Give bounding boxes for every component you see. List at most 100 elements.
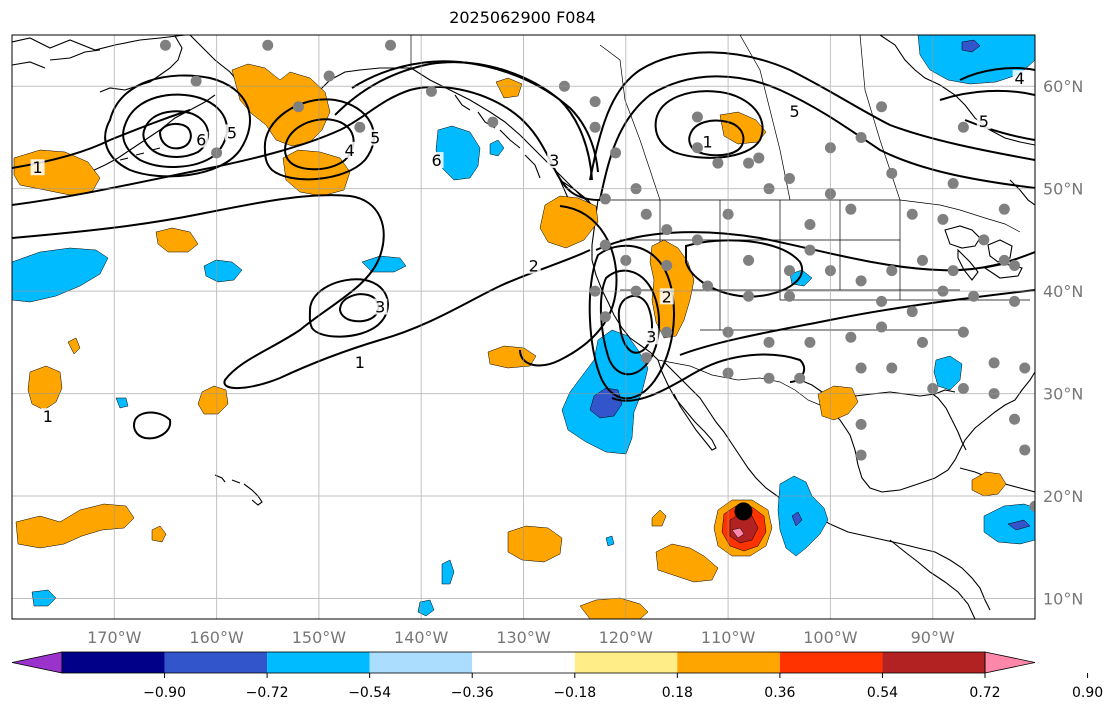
station-dot (998, 203, 1010, 215)
station-dot (978, 234, 990, 246)
station-dot (988, 357, 1000, 369)
station-dot (599, 311, 611, 323)
station-dot (886, 167, 898, 179)
contour-label: 6 (431, 151, 441, 170)
contour-label: 1 (703, 133, 713, 152)
station-dot (876, 321, 888, 333)
colorbar-swatch (472, 652, 575, 673)
station-dot (691, 111, 703, 123)
station-dot (1019, 362, 1031, 374)
station-dot (855, 131, 867, 143)
contour-label: 6 (196, 131, 206, 150)
colorbar-swatch (882, 652, 985, 673)
latitude-tick-labels: 60°N 50°N 40°N 30°N 20°N 10°N (1043, 77, 1083, 608)
station-dot (916, 254, 928, 266)
contour-label: 2 (529, 257, 539, 276)
lon-tick-label: 130°W (496, 628, 551, 647)
lat-tick-label: 30°N (1043, 385, 1083, 404)
station-dot (886, 362, 898, 374)
station-dot (876, 295, 888, 307)
station-dot (753, 152, 765, 164)
station-dot (845, 203, 857, 215)
station-dot (610, 147, 622, 159)
contour-label-bg (40, 408, 55, 425)
station-dot (947, 265, 959, 277)
station-dot (702, 280, 714, 292)
station-dot (794, 372, 806, 384)
contour-label: 3 (549, 151, 559, 170)
colorbar-tick-label: 0.18 (662, 685, 693, 701)
lon-tick-label: 100°W (803, 628, 858, 647)
contour-label: 5 (790, 102, 800, 121)
contour-label-bg (373, 298, 388, 315)
station-dot (804, 219, 816, 231)
lat-tick-label: 20°N (1043, 487, 1083, 506)
contour-label-bg (352, 353, 367, 370)
station-markers (159, 39, 1035, 512)
colorbar-tick-label: 0.54 (867, 685, 898, 701)
station-dot (916, 336, 928, 348)
lat-tick-label: 40°N (1043, 282, 1083, 301)
station-dot (599, 193, 611, 205)
anomaly-shading (12, 35, 1035, 619)
station-dot (190, 75, 202, 87)
colorbar-swatch (62, 652, 165, 673)
lon-tick-label: 120°W (599, 628, 654, 647)
station-dot (691, 234, 703, 246)
colorbar-swatch (574, 652, 678, 673)
colorbar-tick-label: −0.36 (451, 685, 494, 701)
station-dot (640, 208, 652, 220)
lon-tick-label: 150°W (292, 628, 347, 647)
lon-tick-label: 140°W (394, 628, 449, 647)
colorbar-extend-low (11, 651, 63, 674)
station-dot (599, 239, 611, 251)
station-dot (159, 39, 171, 51)
contour-label-bg (547, 152, 562, 169)
contour-label-bg (1012, 70, 1027, 87)
contour-label: 3 (375, 298, 385, 317)
contour-label: 3 (646, 327, 656, 346)
contour-label: 4 (344, 141, 354, 160)
station-dot (886, 265, 898, 277)
contour-label: 5 (227, 123, 237, 142)
contour-label: 1 (43, 407, 53, 426)
lat-tick-label: 60°N (1043, 77, 1083, 96)
station-dot (691, 142, 703, 154)
colorbar-frame (61, 651, 986, 674)
station-dot (712, 157, 724, 169)
map-title: 2025062900 F084 (449, 8, 596, 27)
station-dot (783, 265, 795, 277)
station-dot (589, 121, 601, 133)
contour-label-bg (787, 102, 802, 119)
station-dot (968, 290, 980, 302)
station-dot (743, 290, 755, 302)
colorbar-swatch (164, 652, 268, 673)
station-dot (947, 178, 959, 190)
station-dot (487, 116, 499, 128)
colorbar-tick-label: −0.72 (246, 685, 289, 701)
station-dot (661, 260, 673, 272)
station-dot (906, 306, 918, 318)
station-dot (783, 290, 795, 302)
station-dot (906, 208, 918, 220)
map-frame (11, 34, 1036, 620)
lon-tick-label: 170°W (87, 628, 142, 647)
colorbar-tick-label: −0.90 (143, 685, 186, 701)
station-dot (845, 331, 857, 343)
station-dot (937, 213, 949, 225)
contour-label-bg (526, 257, 541, 274)
station-dot (425, 85, 437, 97)
contour-label: 2 (662, 287, 672, 306)
station-dot (876, 101, 888, 113)
station-dot (957, 326, 969, 338)
colorbar-tick-label: 0.72 (969, 685, 1000, 701)
colorbar-tick-label: 0.36 (764, 685, 795, 701)
station-dot (855, 362, 867, 374)
station-dot (1009, 413, 1021, 425)
contour-label: 1 (32, 158, 42, 177)
contour-label: 1 (355, 353, 365, 372)
station-dot (1009, 260, 1021, 272)
station-dot (1019, 444, 1031, 456)
station-dot (743, 254, 755, 266)
